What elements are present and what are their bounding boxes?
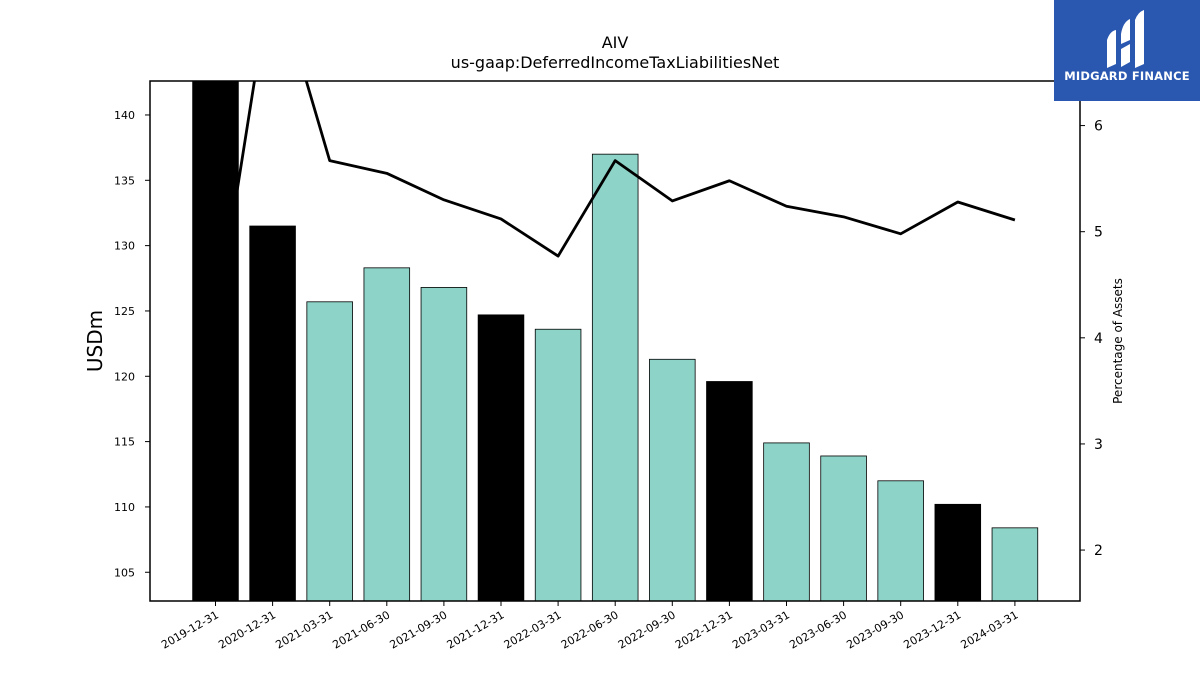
bar-2021-09-30 bbox=[420, 287, 468, 601]
bar-2023-06-30 bbox=[820, 455, 867, 601]
bar-2019-12-31 bbox=[192, 81, 239, 601]
x-tick-label: 2021-12-31 bbox=[445, 608, 507, 651]
midgard-logo-icon bbox=[1107, 10, 1144, 68]
bar-2022-12-31 bbox=[706, 381, 753, 601]
x-tick-label: 2021-06-30 bbox=[330, 608, 392, 651]
bar-2023-03-31 bbox=[763, 442, 810, 601]
x-tick-label: 2021-09-30 bbox=[388, 608, 450, 651]
chart-subtitle: us-gaap:DeferredIncomeTaxLiabilitiesNet bbox=[451, 53, 780, 72]
pct-assets-line bbox=[214, 81, 1016, 328]
y-tick-label: 115 bbox=[114, 436, 135, 449]
x-tick-label: 2023-12-31 bbox=[901, 608, 963, 651]
y-tick-label: 120 bbox=[114, 370, 135, 383]
x-tick-label: 2021-03-31 bbox=[273, 608, 335, 651]
bar-2022-06-30 bbox=[591, 153, 639, 601]
y2-tick-label: 4 bbox=[1094, 331, 1103, 347]
bar-2022-09-30 bbox=[649, 358, 696, 601]
x-tick-label: 2024-03-31 bbox=[959, 608, 1021, 651]
logo-wordmark: MIDGARD FINANCE bbox=[1064, 69, 1190, 83]
bar-2022-03-31 bbox=[534, 328, 582, 601]
y2-tick-label: 5 bbox=[1094, 225, 1103, 241]
y-tick-label: 140 bbox=[114, 109, 135, 122]
y-tick-label: 130 bbox=[114, 240, 135, 253]
bar-2021-06-30 bbox=[363, 267, 411, 601]
y2-tick-label: 6 bbox=[1094, 119, 1103, 135]
x-tick-label: 2023-06-30 bbox=[787, 608, 849, 651]
y2-tick-label: 2 bbox=[1094, 543, 1103, 559]
y2-axis-label: Percentage of Assets bbox=[1111, 278, 1125, 404]
bar-2021-03-31 bbox=[306, 301, 353, 601]
x-tick-label: 2022-12-31 bbox=[673, 608, 735, 651]
x-tick-label: 2022-03-31 bbox=[502, 608, 564, 651]
y-tick-label: 110 bbox=[114, 501, 135, 514]
x-tick-label: 2023-09-30 bbox=[844, 608, 906, 651]
bar-2024-03-31 bbox=[991, 527, 1039, 601]
y-tick-label: 125 bbox=[114, 305, 135, 318]
series-layer bbox=[192, 81, 1039, 601]
plot-area: 105110115120125130135140234562019-12-312… bbox=[114, 80, 1103, 652]
y-tick-label: 135 bbox=[114, 174, 135, 187]
bar-2023-12-31 bbox=[934, 503, 982, 601]
bar-2023-09-30 bbox=[877, 480, 924, 601]
y-tick-label: 105 bbox=[114, 566, 135, 579]
bar-2021-12-31 bbox=[477, 314, 525, 601]
x-tick-label: 2023-03-31 bbox=[730, 608, 792, 651]
x-tick-label: 2022-09-30 bbox=[616, 608, 678, 651]
y-axis-label: USDm bbox=[83, 310, 107, 372]
chart-title: AIV bbox=[602, 33, 629, 52]
y2-tick-label: 3 bbox=[1094, 437, 1103, 453]
x-tick-label: 2022-06-30 bbox=[559, 608, 621, 651]
x-tick-label: 2019-12-31 bbox=[159, 608, 221, 651]
bar-2020-12-31 bbox=[249, 225, 296, 601]
x-tick-label: 2020-12-31 bbox=[216, 608, 278, 651]
